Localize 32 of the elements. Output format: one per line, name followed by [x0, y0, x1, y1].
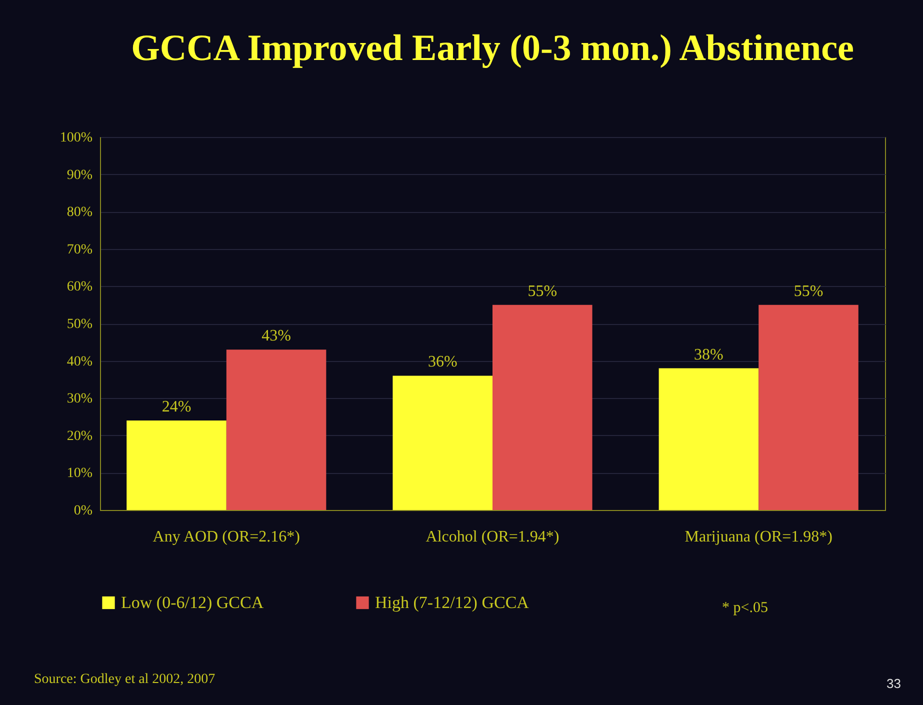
- x-tick-label: Alcohol (OR=1.94*): [426, 528, 560, 546]
- bar: [226, 350, 326, 510]
- data-label: 43%: [262, 328, 291, 345]
- source-note: Source: Godley et al 2002, 2007: [34, 672, 216, 688]
- x-tick-label: Marijuana (OR=1.98*): [684, 528, 832, 546]
- y-tick-label: 30%: [66, 392, 93, 407]
- y-tick-label: 10%: [66, 466, 93, 482]
- bar: [492, 304, 592, 510]
- data-label: 24%: [162, 398, 192, 416]
- data-label: 36%: [428, 354, 458, 371]
- legend-label: High (7-12/12) GCCA: [375, 592, 530, 612]
- bar: [658, 368, 759, 510]
- text: 33: [886, 676, 901, 691]
- legend-label: Low (0-6/12) GCCA: [121, 592, 264, 612]
- y-tick-label: 80%: [66, 205, 93, 220]
- bar: [126, 420, 226, 510]
- y-tick-label: 0%: [74, 504, 93, 518]
- y-tick-label: 50%: [66, 317, 93, 332]
- y-tick-label: 40%: [66, 354, 93, 370]
- y-tick-label: 20%: [66, 428, 93, 444]
- data-label: 55%: [528, 282, 558, 300]
- x-tick-label: Any AOD (OR=2.16*): [152, 528, 300, 546]
- y-tick-label: 60%: [66, 280, 93, 295]
- data-label: 55%: [794, 282, 824, 300]
- y-tick-label: 90%: [66, 168, 93, 183]
- y-tick-label: 70%: [66, 242, 93, 258]
- bar: [392, 376, 492, 510]
- text: * p<.05: [722, 600, 768, 617]
- y-tick-label: 100%: [60, 130, 93, 146]
- bar: [758, 304, 858, 510]
- chart-title: GCCA Improved Early (0-3 mon.) Abstinence: [131, 28, 854, 69]
- data-label: 38%: [694, 346, 724, 364]
